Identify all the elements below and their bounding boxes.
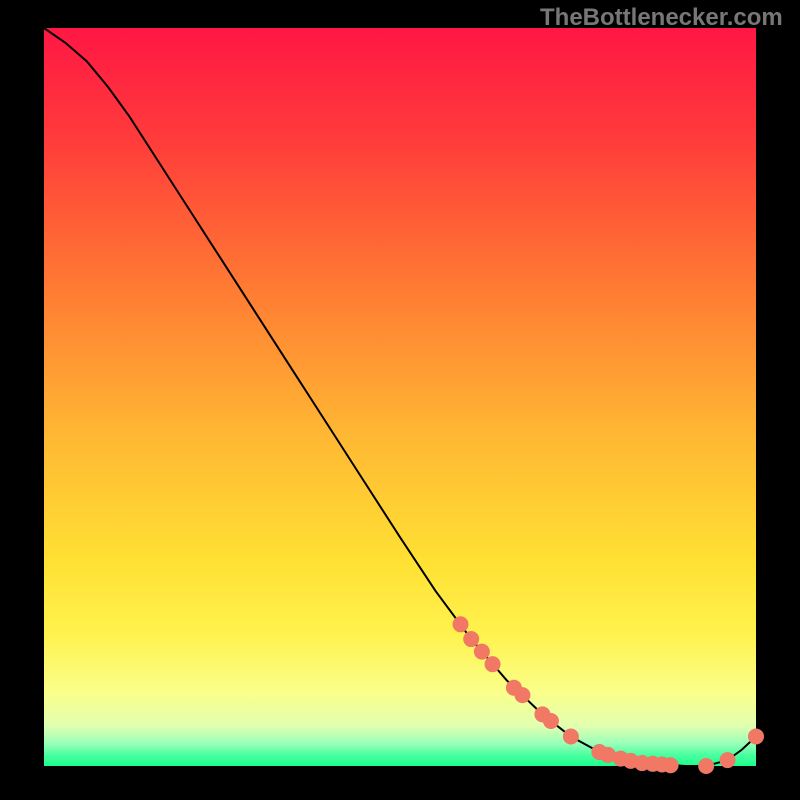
scatter-marker (543, 713, 559, 729)
scatter-marker (463, 631, 479, 647)
plot-background (44, 28, 756, 766)
chart-svg (0, 0, 800, 800)
scatter-marker (485, 656, 501, 672)
attribution-text: TheBottlenecker.com (540, 4, 783, 32)
scatter-marker (663, 757, 679, 773)
scatter-marker (720, 752, 736, 768)
scatter-marker (748, 728, 764, 744)
scatter-marker (514, 687, 530, 703)
scatter-marker (563, 728, 579, 744)
chart-container: TheBottlenecker.com (0, 0, 800, 800)
scatter-marker (453, 616, 469, 632)
scatter-marker (474, 644, 490, 660)
scatter-marker (698, 758, 714, 774)
